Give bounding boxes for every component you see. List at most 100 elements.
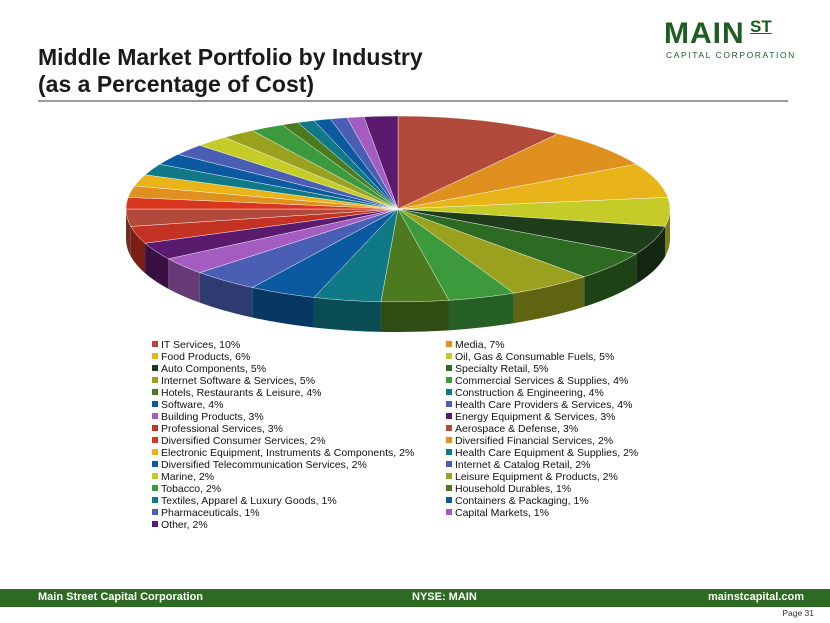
legend-item: Other, 2% xyxy=(152,519,208,531)
legend-label: Energy Equipment & Services, 3% xyxy=(455,411,616,423)
legend-item: Leisure Equipment & Products, 2% xyxy=(446,471,618,483)
legend-swatch xyxy=(152,377,158,383)
legend-swatch xyxy=(446,449,452,455)
legend-swatch xyxy=(446,509,452,515)
pie-slice-side-11 xyxy=(448,293,514,331)
legend-label: Construction & Engineering, 4% xyxy=(455,387,604,399)
legend-label: Electronic Equipment, Instruments & Comp… xyxy=(161,447,415,459)
legend-item: Health Care Equipment & Supplies, 2% xyxy=(446,447,638,459)
legend-swatch xyxy=(446,377,452,383)
legend-item: Pharmaceuticals, 1% xyxy=(152,507,260,519)
legend-item: Diversified Telecommunication Services, … xyxy=(152,459,367,471)
legend-label: Household Durables, 1% xyxy=(455,483,572,495)
pie-slice-0 xyxy=(397,115,559,210)
legend-item: Oil, Gas & Consumable Fuels, 5% xyxy=(446,351,614,363)
legend-item: Diversified Financial Services, 2% xyxy=(446,435,613,447)
legend-swatch xyxy=(152,521,158,527)
legend-swatch xyxy=(152,425,158,431)
pie-slice-1 xyxy=(397,133,637,210)
legend-swatch xyxy=(446,413,452,419)
legend-item: Food Products, 6% xyxy=(152,351,250,363)
legend-label: Diversified Financial Services, 2% xyxy=(455,435,614,447)
title-line-2: (as a Percentage of Cost) xyxy=(38,71,315,97)
legend-swatch xyxy=(446,485,452,491)
legend-item: Hotels, Restaurants & Leisure, 4% xyxy=(152,387,322,399)
legend-swatch xyxy=(446,497,452,503)
legend-label: Other, 2% xyxy=(161,519,208,531)
legend-swatch xyxy=(152,461,158,467)
legend-item: Capital Markets, 1% xyxy=(446,507,549,519)
legend-item: Marine, 2% xyxy=(152,471,214,483)
legend-swatch xyxy=(446,461,452,467)
legend-label: Specialty Retail, 5% xyxy=(455,363,549,375)
legend-label: Hotels, Restaurants & Leisure, 4% xyxy=(161,387,322,399)
legend-label: Health Care Equipment & Supplies, 2% xyxy=(455,447,639,459)
footer-ticker: NYSE: MAIN xyxy=(412,591,477,603)
legend-label: Pharmaceuticals, 1% xyxy=(161,507,260,519)
page-number: Page 31 xyxy=(782,608,814,618)
legend-item: Internet Software & Services, 5% xyxy=(152,375,315,387)
legend-swatch xyxy=(152,497,158,503)
legend-swatch xyxy=(152,341,158,347)
title-line-1: Middle Market Portfolio by Industry xyxy=(38,44,423,70)
legend-label: Containers & Packaging, 1% xyxy=(455,495,589,507)
legend-swatch xyxy=(152,413,158,419)
legend-label: Tobacco, 2% xyxy=(161,483,222,495)
pie-slice-side-2 xyxy=(126,209,131,257)
pie-slice-side-9 xyxy=(513,276,585,324)
legend-item: Building Products, 3% xyxy=(152,411,264,423)
title-divider xyxy=(38,100,788,102)
legend-swatch xyxy=(152,509,158,515)
legend-item: Construction & Engineering, 4% xyxy=(446,387,604,399)
legend-item: Software, 4% xyxy=(152,399,223,411)
legend-item: Energy Equipment & Services, 3% xyxy=(446,411,616,423)
legend-swatch xyxy=(152,401,158,407)
legend-label: Diversified Telecommunication Services, … xyxy=(161,459,367,471)
legend-item: Health Care Providers & Services, 4% xyxy=(446,399,632,411)
legend-label: Marine, 2% xyxy=(161,471,215,483)
legend-label: Building Products, 3% xyxy=(161,411,264,423)
pie-slice-side-3 xyxy=(130,226,146,274)
legend-label: Auto Components, 5% xyxy=(161,363,267,375)
pie-slice-side-5 xyxy=(145,243,169,289)
page-title: Middle Market Portfolio by Industry (as … xyxy=(38,44,598,98)
legend-label: Diversified Consumer Services, 2% xyxy=(161,435,326,447)
legend-item: Textiles, Apparel & Luxury Goods, 1% xyxy=(152,495,337,507)
legend-label: Capital Markets, 1% xyxy=(455,507,549,519)
legend-swatch xyxy=(446,353,452,359)
legend-label: Health Care Providers & Services, 4% xyxy=(455,399,633,411)
footer-website[interactable]: mainstcapital.com xyxy=(708,591,804,603)
logo-main-text: MAIN xyxy=(664,17,745,50)
legend-label: Internet & Catalog Retail, 2% xyxy=(455,459,591,471)
legend-label: Aerospace & Defense, 3% xyxy=(455,423,579,435)
logo-subtitle: CAPITAL CORPORATION xyxy=(666,50,796,60)
pie-slice-side-10 xyxy=(252,287,314,328)
legend-swatch xyxy=(152,365,158,371)
legend-item: Diversified Consumer Services, 2% xyxy=(152,435,326,447)
legend-label: Leisure Equipment & Products, 2% xyxy=(455,471,618,483)
legend-item: Internet & Catalog Retail, 2% xyxy=(446,459,590,471)
legend-item: Tobacco, 2% xyxy=(152,483,221,495)
pie-slice-30 xyxy=(363,115,399,210)
legend-swatch xyxy=(152,389,158,395)
legend-item: Aerospace & Defense, 3% xyxy=(446,423,578,435)
legend-item: Media, 7% xyxy=(446,339,505,351)
pie-slice-side-6 xyxy=(584,253,637,307)
legend-item: Household Durables, 1% xyxy=(446,483,571,495)
legend-item: Specialty Retail, 5% xyxy=(446,363,548,375)
legend-label: Professional Services, 3% xyxy=(161,423,283,435)
legend-item: Commercial Services & Supplies, 4% xyxy=(446,375,628,387)
legend-swatch xyxy=(152,449,158,455)
legend-label: Textiles, Apparel & Luxury Goods, 1% xyxy=(161,495,337,507)
legend-item: IT Services, 10% xyxy=(152,339,240,351)
legend-swatch xyxy=(446,389,452,395)
legend-label: Commercial Services & Supplies, 4% xyxy=(455,375,629,387)
legend-swatch xyxy=(446,341,452,347)
pie-chart xyxy=(125,115,671,332)
legend-label: Internet Software & Services, 5% xyxy=(161,375,316,387)
legend-swatch xyxy=(152,485,158,491)
legend-swatch xyxy=(446,473,452,479)
logo-superscript: ST xyxy=(750,17,772,36)
legend-swatch xyxy=(446,365,452,371)
legend-item: Professional Services, 3% xyxy=(152,423,283,435)
